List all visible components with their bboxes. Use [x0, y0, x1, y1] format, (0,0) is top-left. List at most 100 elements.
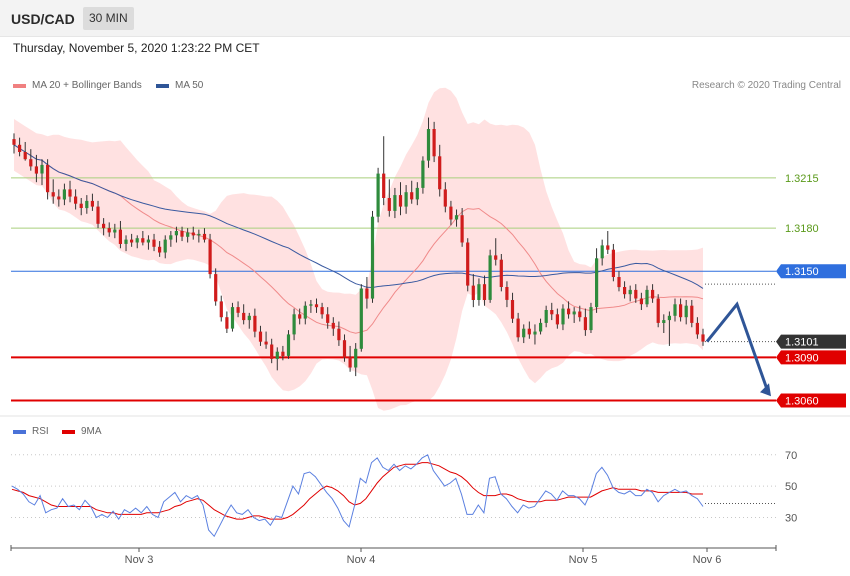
candle-body — [337, 328, 341, 341]
forecast-arrow-head — [760, 383, 771, 397]
candle-body — [225, 317, 229, 329]
candle-body — [113, 229, 117, 233]
legend-rsi-swatch — [13, 429, 26, 434]
candle-body — [57, 196, 61, 200]
candle-body — [583, 317, 587, 331]
research-credit: Research © 2020 Trading Central — [691, 80, 841, 91]
level-tag-1.3060 — [776, 393, 846, 408]
candle-body — [79, 203, 83, 208]
candle-body — [174, 231, 178, 236]
candles — [12, 117, 705, 377]
candle-body — [466, 242, 470, 286]
level-label-1.3060: 1.3060 — [785, 396, 819, 408]
candle-body — [186, 232, 190, 237]
candle-body — [85, 200, 89, 209]
candle-body — [555, 314, 559, 325]
candle-body — [292, 314, 296, 335]
candle-body — [527, 328, 531, 335]
candle-body — [438, 156, 442, 190]
candle-body — [651, 289, 655, 299]
ma50-line — [13, 144, 704, 289]
candle-body — [197, 233, 201, 236]
legend-ma50-label: MA 50 — [175, 80, 204, 91]
candle-body — [309, 304, 313, 306]
candle-body — [662, 320, 666, 323]
candle-body — [471, 285, 475, 300]
legend-ma20-swatch — [13, 83, 26, 88]
level-label-1.3150: 1.3150 — [785, 266, 819, 278]
candle-body — [623, 287, 627, 295]
candle-body — [393, 195, 397, 211]
candle-body — [275, 351, 279, 359]
candle-body — [236, 307, 240, 313]
candle-body — [432, 129, 436, 157]
symbol-title: USD/CAD — [11, 11, 75, 27]
level-tag-1.3150 — [776, 264, 846, 279]
candle-body — [667, 315, 671, 321]
candle-body — [477, 284, 481, 300]
candle-body — [202, 233, 207, 240]
candle-body — [141, 238, 145, 243]
candle-body — [163, 239, 167, 253]
candle-body — [348, 357, 352, 368]
candle-body — [539, 322, 543, 332]
candle-body — [449, 206, 453, 220]
legend-9ma-label: 9MA — [81, 426, 102, 437]
candle-body — [18, 144, 22, 152]
candle-body — [376, 173, 380, 217]
candle-body — [567, 308, 571, 315]
candle-body — [673, 304, 677, 316]
candle-body — [404, 192, 408, 207]
candle-body — [415, 187, 419, 200]
candle-body — [426, 129, 431, 161]
candle-body — [572, 311, 576, 315]
bollinger-band — [14, 87, 703, 411]
timeframe-button[interactable]: 30 MIN — [83, 7, 134, 30]
candle-body — [96, 206, 100, 224]
candle-body — [264, 341, 268, 345]
candle-body — [595, 258, 599, 308]
candle-body — [314, 304, 319, 308]
rsi-ma9-line — [11, 462, 703, 520]
candle-body — [146, 239, 150, 243]
candle-body — [34, 166, 38, 174]
candle-body — [701, 334, 705, 342]
candle-body — [118, 229, 122, 244]
candle-body — [62, 189, 66, 200]
candle-body — [354, 348, 358, 368]
candle-body — [286, 334, 291, 356]
candle-body — [158, 246, 162, 253]
level-label-1.3101: 1.3101 — [785, 337, 819, 349]
candle-body — [516, 318, 520, 338]
level-label-1.3215: 1.3215 — [785, 173, 819, 185]
candle-body — [51, 192, 55, 197]
candle-body — [359, 288, 363, 349]
candle-body — [214, 274, 218, 302]
rsi-tick-30: 30 — [785, 512, 797, 524]
candle-body — [23, 152, 27, 160]
candle-body — [230, 307, 235, 329]
candle-body — [74, 196, 78, 204]
candle-body — [460, 215, 464, 243]
candle-body — [253, 315, 257, 332]
candle-body — [208, 239, 212, 275]
candle-body — [645, 289, 649, 305]
legend-9ma: 9MA — [62, 426, 102, 437]
candle-body — [510, 300, 515, 319]
candle-body — [611, 249, 615, 277]
candle-body — [578, 311, 582, 318]
candle-body — [482, 284, 487, 300]
candle-body — [320, 307, 324, 315]
candle-body — [488, 255, 492, 300]
candle-body — [679, 304, 683, 318]
forecast-arrow — [705, 301, 769, 390]
candle-body — [628, 289, 632, 295]
candle-body — [298, 314, 302, 319]
candle-body — [180, 231, 184, 237]
candle-body — [443, 189, 447, 207]
candle-body — [152, 239, 156, 247]
candle-body — [219, 301, 223, 318]
candle-body — [634, 289, 638, 299]
candle-body — [303, 305, 307, 319]
